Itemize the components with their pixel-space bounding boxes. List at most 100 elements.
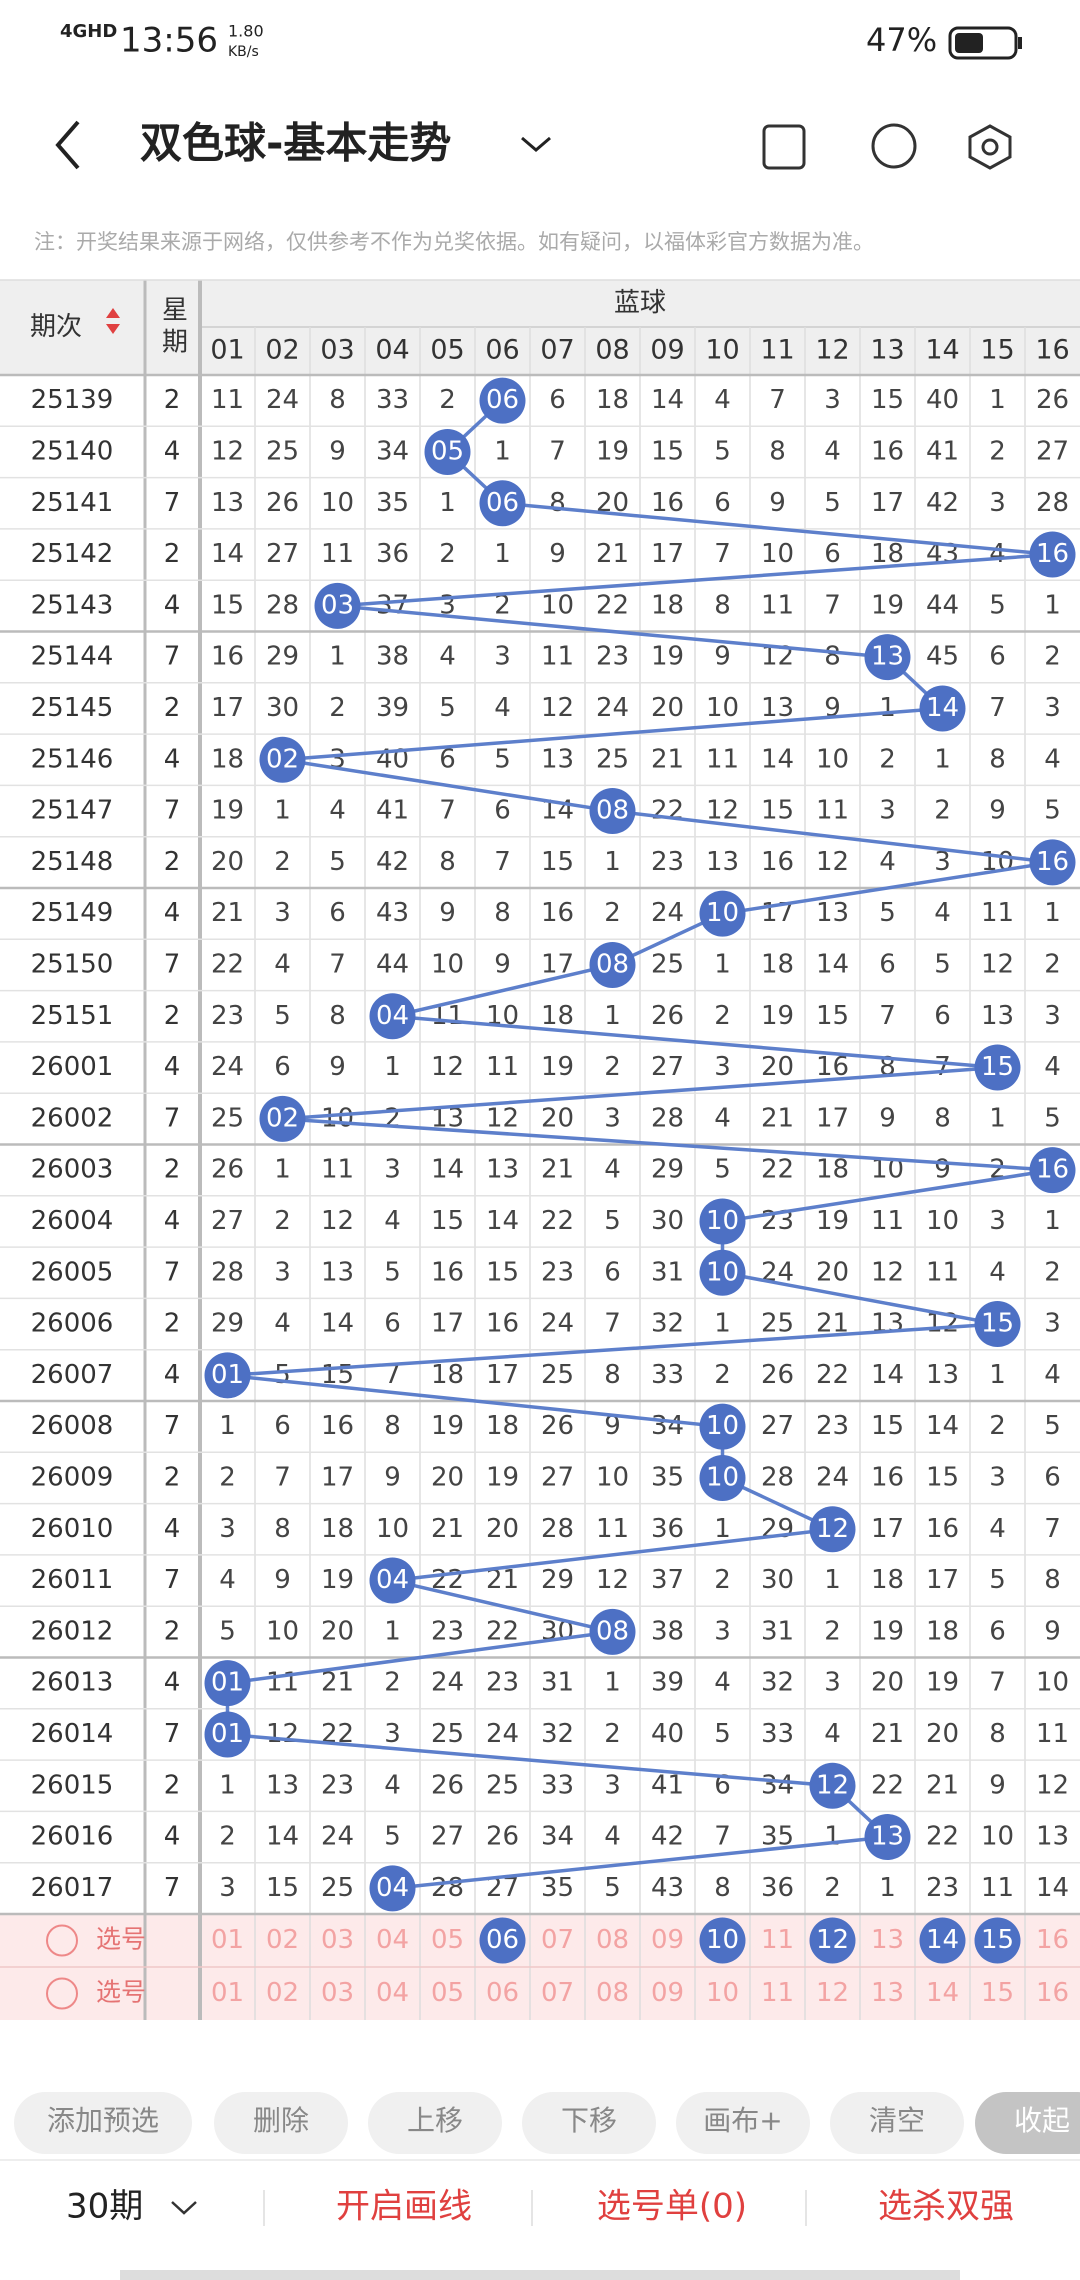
share-icon[interactable]	[871, 123, 917, 169]
ball-number: 02	[266, 744, 299, 774]
omission: 6	[714, 488, 731, 518]
toolbar-button[interactable]	[975, 2092, 1080, 2154]
select-number[interactable]: 08	[596, 1978, 629, 2008]
omission: 12	[431, 1052, 464, 1082]
home-indicator	[120, 2270, 960, 2280]
omission: 1	[989, 1103, 1006, 1133]
omission: 18	[926, 1616, 959, 1646]
select-number[interactable]: 05	[431, 1978, 464, 2008]
select-number[interactable]: 09	[651, 1978, 684, 2008]
omission: 23	[926, 1873, 959, 1903]
omission: 6	[384, 1309, 401, 1339]
omission: 10	[266, 1616, 299, 1646]
omission: 26	[431, 1770, 464, 1800]
omission: 30	[761, 1565, 794, 1595]
omission: 18	[651, 590, 684, 620]
selected-ball[interactable]	[974, 1917, 1021, 1964]
column-header: 11	[760, 335, 794, 366]
toolbar-button[interactable]	[676, 2092, 810, 2154]
weekday: 4	[164, 436, 181, 466]
settings-icon[interactable]	[968, 124, 1012, 170]
omission: 7	[934, 1052, 951, 1082]
select-number[interactable]: 07	[541, 1925, 574, 1955]
select-number[interactable]: 09	[651, 1925, 684, 1955]
select-number[interactable]: 16	[1036, 1978, 1069, 2008]
select-number[interactable]: 01	[211, 1925, 244, 1955]
omission: 5	[1044, 1103, 1061, 1133]
selected-ball[interactable]	[919, 1917, 966, 1964]
omission: 17	[211, 693, 244, 723]
omission: 5	[494, 744, 511, 774]
omission: 5	[384, 1822, 401, 1852]
omission: 4	[989, 539, 1006, 569]
omission: 10	[541, 590, 574, 620]
omission: 16	[926, 1514, 959, 1544]
select-number[interactable]: 13	[871, 1978, 904, 2008]
footer-action[interactable]: 开启画线	[336, 2187, 472, 2227]
screen-icon[interactable]	[762, 124, 806, 170]
select-number[interactable]: 16	[1036, 1925, 1069, 1955]
weekday: 2	[164, 847, 181, 877]
column-header: 12	[815, 335, 849, 366]
select-number[interactable]: 02	[266, 1925, 299, 1955]
omission: 41	[926, 436, 959, 466]
select-number[interactable]: 13	[871, 1925, 904, 1955]
select-number[interactable]: 08	[596, 1925, 629, 1955]
ball-number: 04	[376, 1873, 409, 1903]
omission: 1	[879, 1873, 896, 1903]
omission: 1	[714, 1514, 731, 1544]
select-number[interactable]: 07	[541, 1978, 574, 2008]
select-number[interactable]: 02	[266, 1978, 299, 2008]
select-number[interactable]: 01	[211, 1978, 244, 2008]
omission: 21	[871, 1719, 904, 1749]
select-number[interactable]: 06	[486, 1978, 519, 2008]
footer-action[interactable]: 选杀双强	[878, 2187, 1014, 2227]
selected-ball[interactable]	[699, 1917, 746, 1964]
weekday: 2	[164, 1309, 181, 1339]
omission: 9	[274, 1565, 291, 1595]
toolbar-button[interactable]	[830, 2092, 964, 2154]
select-number[interactable]: 05	[431, 1925, 464, 1955]
toolbar-button[interactable]	[522, 2092, 656, 2154]
omission: 23	[541, 1257, 574, 1287]
omission: 7	[604, 1309, 621, 1339]
period-select[interactable]: 30期	[66, 2187, 143, 2227]
select-number[interactable]: 14	[926, 1978, 959, 2008]
select-radio[interactable]	[46, 1977, 78, 2010]
back-button[interactable]	[55, 120, 80, 170]
omission: 1	[1044, 898, 1061, 928]
toolbar-label: 上移	[407, 2104, 463, 2137]
ball	[809, 1506, 856, 1553]
omission: 6	[879, 949, 896, 979]
select-number[interactable]: 03	[321, 1925, 354, 1955]
select-number[interactable]: 11	[761, 1925, 794, 1955]
footer-action[interactable]: 选号单(0)	[597, 2187, 747, 2227]
toolbar-button[interactable]	[214, 2092, 348, 2154]
select-number[interactable]: 04	[376, 1925, 409, 1955]
issue: 25144	[31, 642, 114, 672]
select-radio[interactable]	[46, 1924, 78, 1957]
omission: 1	[219, 1411, 236, 1441]
select-number[interactable]: 15	[981, 1978, 1014, 2008]
omission: 20	[816, 1257, 849, 1287]
select-number[interactable]: 12	[816, 1978, 849, 2008]
page-title[interactable]: 双色球-基本走势	[140, 119, 451, 168]
title-dropdown[interactable]	[521, 136, 551, 152]
selected-ball[interactable]	[479, 1917, 526, 1964]
omission: 28	[431, 1873, 464, 1903]
omission: 8	[274, 1514, 291, 1544]
selected-ball[interactable]	[809, 1917, 856, 1964]
issue: 26013	[31, 1668, 114, 1698]
toolbar-button[interactable]	[368, 2092, 502, 2154]
issue: 25145	[31, 693, 114, 723]
select-number[interactable]: 10	[706, 1978, 739, 2008]
issue: 25151	[31, 1001, 114, 1031]
weekday: 2	[164, 693, 181, 723]
weekday: 7	[164, 488, 181, 518]
toolbar-button[interactable]	[14, 2092, 192, 2154]
omission: 3	[824, 1668, 841, 1698]
omission: 35	[651, 1462, 684, 1492]
select-number[interactable]: 11	[761, 1978, 794, 2008]
select-number[interactable]: 03	[321, 1978, 354, 2008]
select-number[interactable]: 04	[376, 1978, 409, 2008]
